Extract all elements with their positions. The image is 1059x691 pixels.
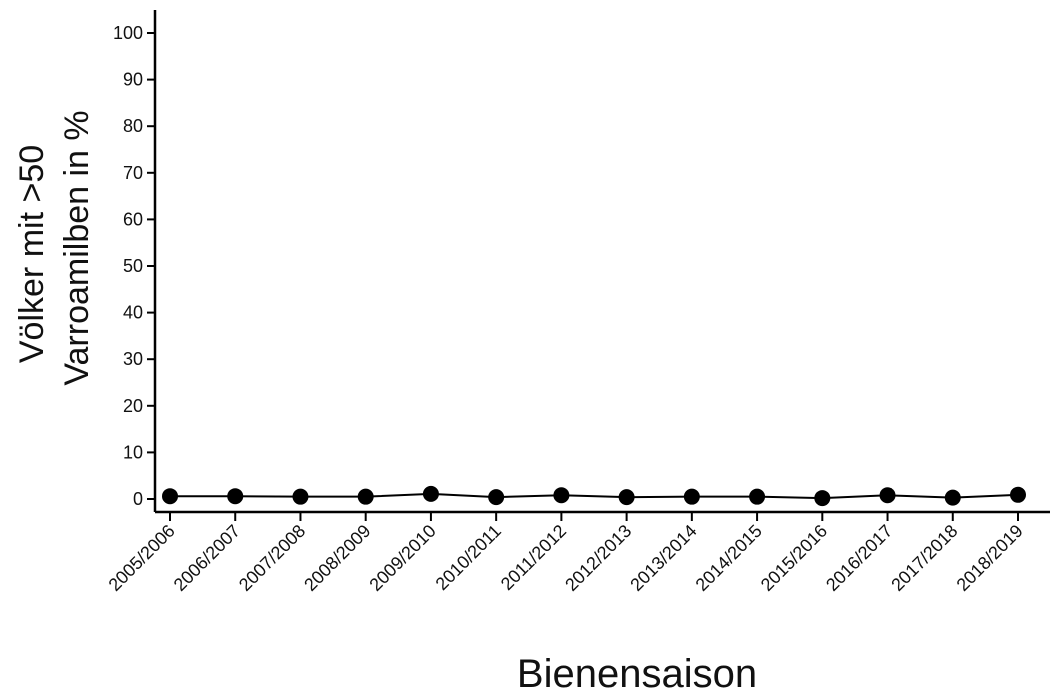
series-line xyxy=(170,492,1019,500)
x-tick-label: 2013/2014 xyxy=(626,521,700,595)
data-point xyxy=(357,488,374,505)
y-tick-label: 0 xyxy=(133,489,143,509)
y-axis-ticks: 0 10 20 30 40 50 60 70 80 90 100 xyxy=(113,23,155,509)
y-tick-label: 30 xyxy=(123,349,143,369)
x-tick-label: 2017/2018 xyxy=(887,521,961,595)
x-tick-label: 2014/2015 xyxy=(692,521,766,595)
x-tick-label: 2016/2017 xyxy=(822,521,896,595)
x-tick-label: 2018/2019 xyxy=(953,521,1027,595)
x-tick-label: 2008/2009 xyxy=(300,521,374,595)
data-point xyxy=(553,487,570,504)
x-tick-label: 2006/2007 xyxy=(170,521,244,595)
data-point xyxy=(292,488,309,505)
y-axis-title-line-2: Varroamilben in % xyxy=(58,110,96,385)
y-tick-label: 50 xyxy=(123,256,143,276)
data-point xyxy=(227,488,244,505)
x-tick-label: 2012/2013 xyxy=(561,521,635,595)
x-tick-label: 2005/2006 xyxy=(105,521,179,595)
data-point xyxy=(749,488,766,505)
y-tick-label: 10 xyxy=(123,442,143,462)
y-tick-label: 100 xyxy=(113,23,143,43)
y-tick-label: 90 xyxy=(123,70,143,90)
x-axis-title: Bienensaison xyxy=(517,652,757,691)
data-point xyxy=(488,489,505,506)
data-point xyxy=(814,490,831,507)
x-tick-label: 2010/2011 xyxy=(432,521,505,594)
x-tick-label: 2011/2012 xyxy=(497,521,570,594)
data-point xyxy=(944,489,961,506)
y-tick-label: 80 xyxy=(123,116,143,136)
data-point xyxy=(879,487,896,504)
y-tick-label: 20 xyxy=(123,396,143,416)
y-tick-label: 40 xyxy=(123,303,143,323)
y-axis-title-line-1: Völker mit >50 xyxy=(13,145,51,363)
x-tick-label: 2007/2008 xyxy=(235,521,309,595)
data-series xyxy=(162,485,1026,507)
x-axis-ticks: 2005/20062006/20072007/20082008/20092009… xyxy=(105,512,1027,595)
data-point xyxy=(422,485,439,502)
data-point xyxy=(1010,486,1026,503)
data-point xyxy=(618,489,635,506)
data-point xyxy=(683,488,700,505)
x-tick-label: 2015/2016 xyxy=(757,521,831,595)
x-tick-label: 2009/2010 xyxy=(365,521,439,595)
y-tick-label: 60 xyxy=(123,209,143,229)
y-tick-label: 70 xyxy=(123,163,143,183)
data-point xyxy=(162,488,178,505)
